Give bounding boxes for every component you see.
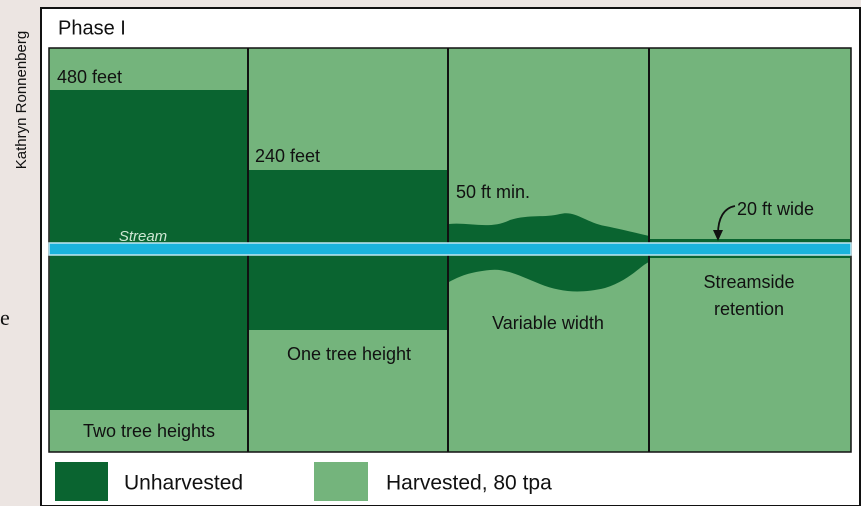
credit: Kathryn Ronnenberg [13,31,30,169]
stream [48,242,852,256]
distance-label: 50 ft min. [456,182,530,202]
stream-label: Stream [119,228,167,245]
distance-label: 480 feet [57,67,122,87]
panel-label: Variable width [492,313,604,333]
distance-label: 240 feet [255,146,320,166]
legend-swatch [314,462,368,501]
title: Phase I [58,17,126,39]
text-fragment: e [0,305,10,330]
legend-label: Harvested, 80 tpa [386,472,552,495]
panel-label: Two tree heights [83,421,215,441]
panel-label: retention [714,299,784,319]
legend-label: Unharvested [124,472,243,495]
panel-label: One tree height [287,344,411,364]
legend-swatch [55,462,108,501]
panel-label: Streamside [703,272,794,292]
distance-label: 20 ft wide [737,199,814,219]
arrowhead [713,230,723,241]
